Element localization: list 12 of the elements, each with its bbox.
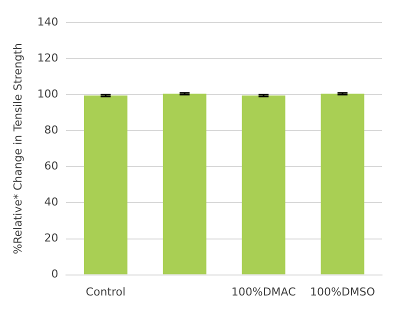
y-tick-label: 80 (44, 124, 58, 137)
y-tick-label: 140 (37, 15, 58, 28)
x-tick-label: 100%DMSO (310, 285, 376, 298)
y-tick-label: 0 (51, 268, 58, 281)
y-tick-label: 20 (44, 232, 58, 245)
y-tick-label: 100 (37, 88, 58, 101)
y-tick-label: 40 (44, 196, 58, 209)
x-tick-label: 100%DMAC (231, 285, 296, 298)
y-tick-label: 120 (37, 51, 58, 64)
y-axis-title: %Relative* Change in Tensile Strength (11, 43, 24, 254)
y-tick-label: 60 (44, 160, 58, 173)
x-tick-label: Control (86, 285, 126, 298)
